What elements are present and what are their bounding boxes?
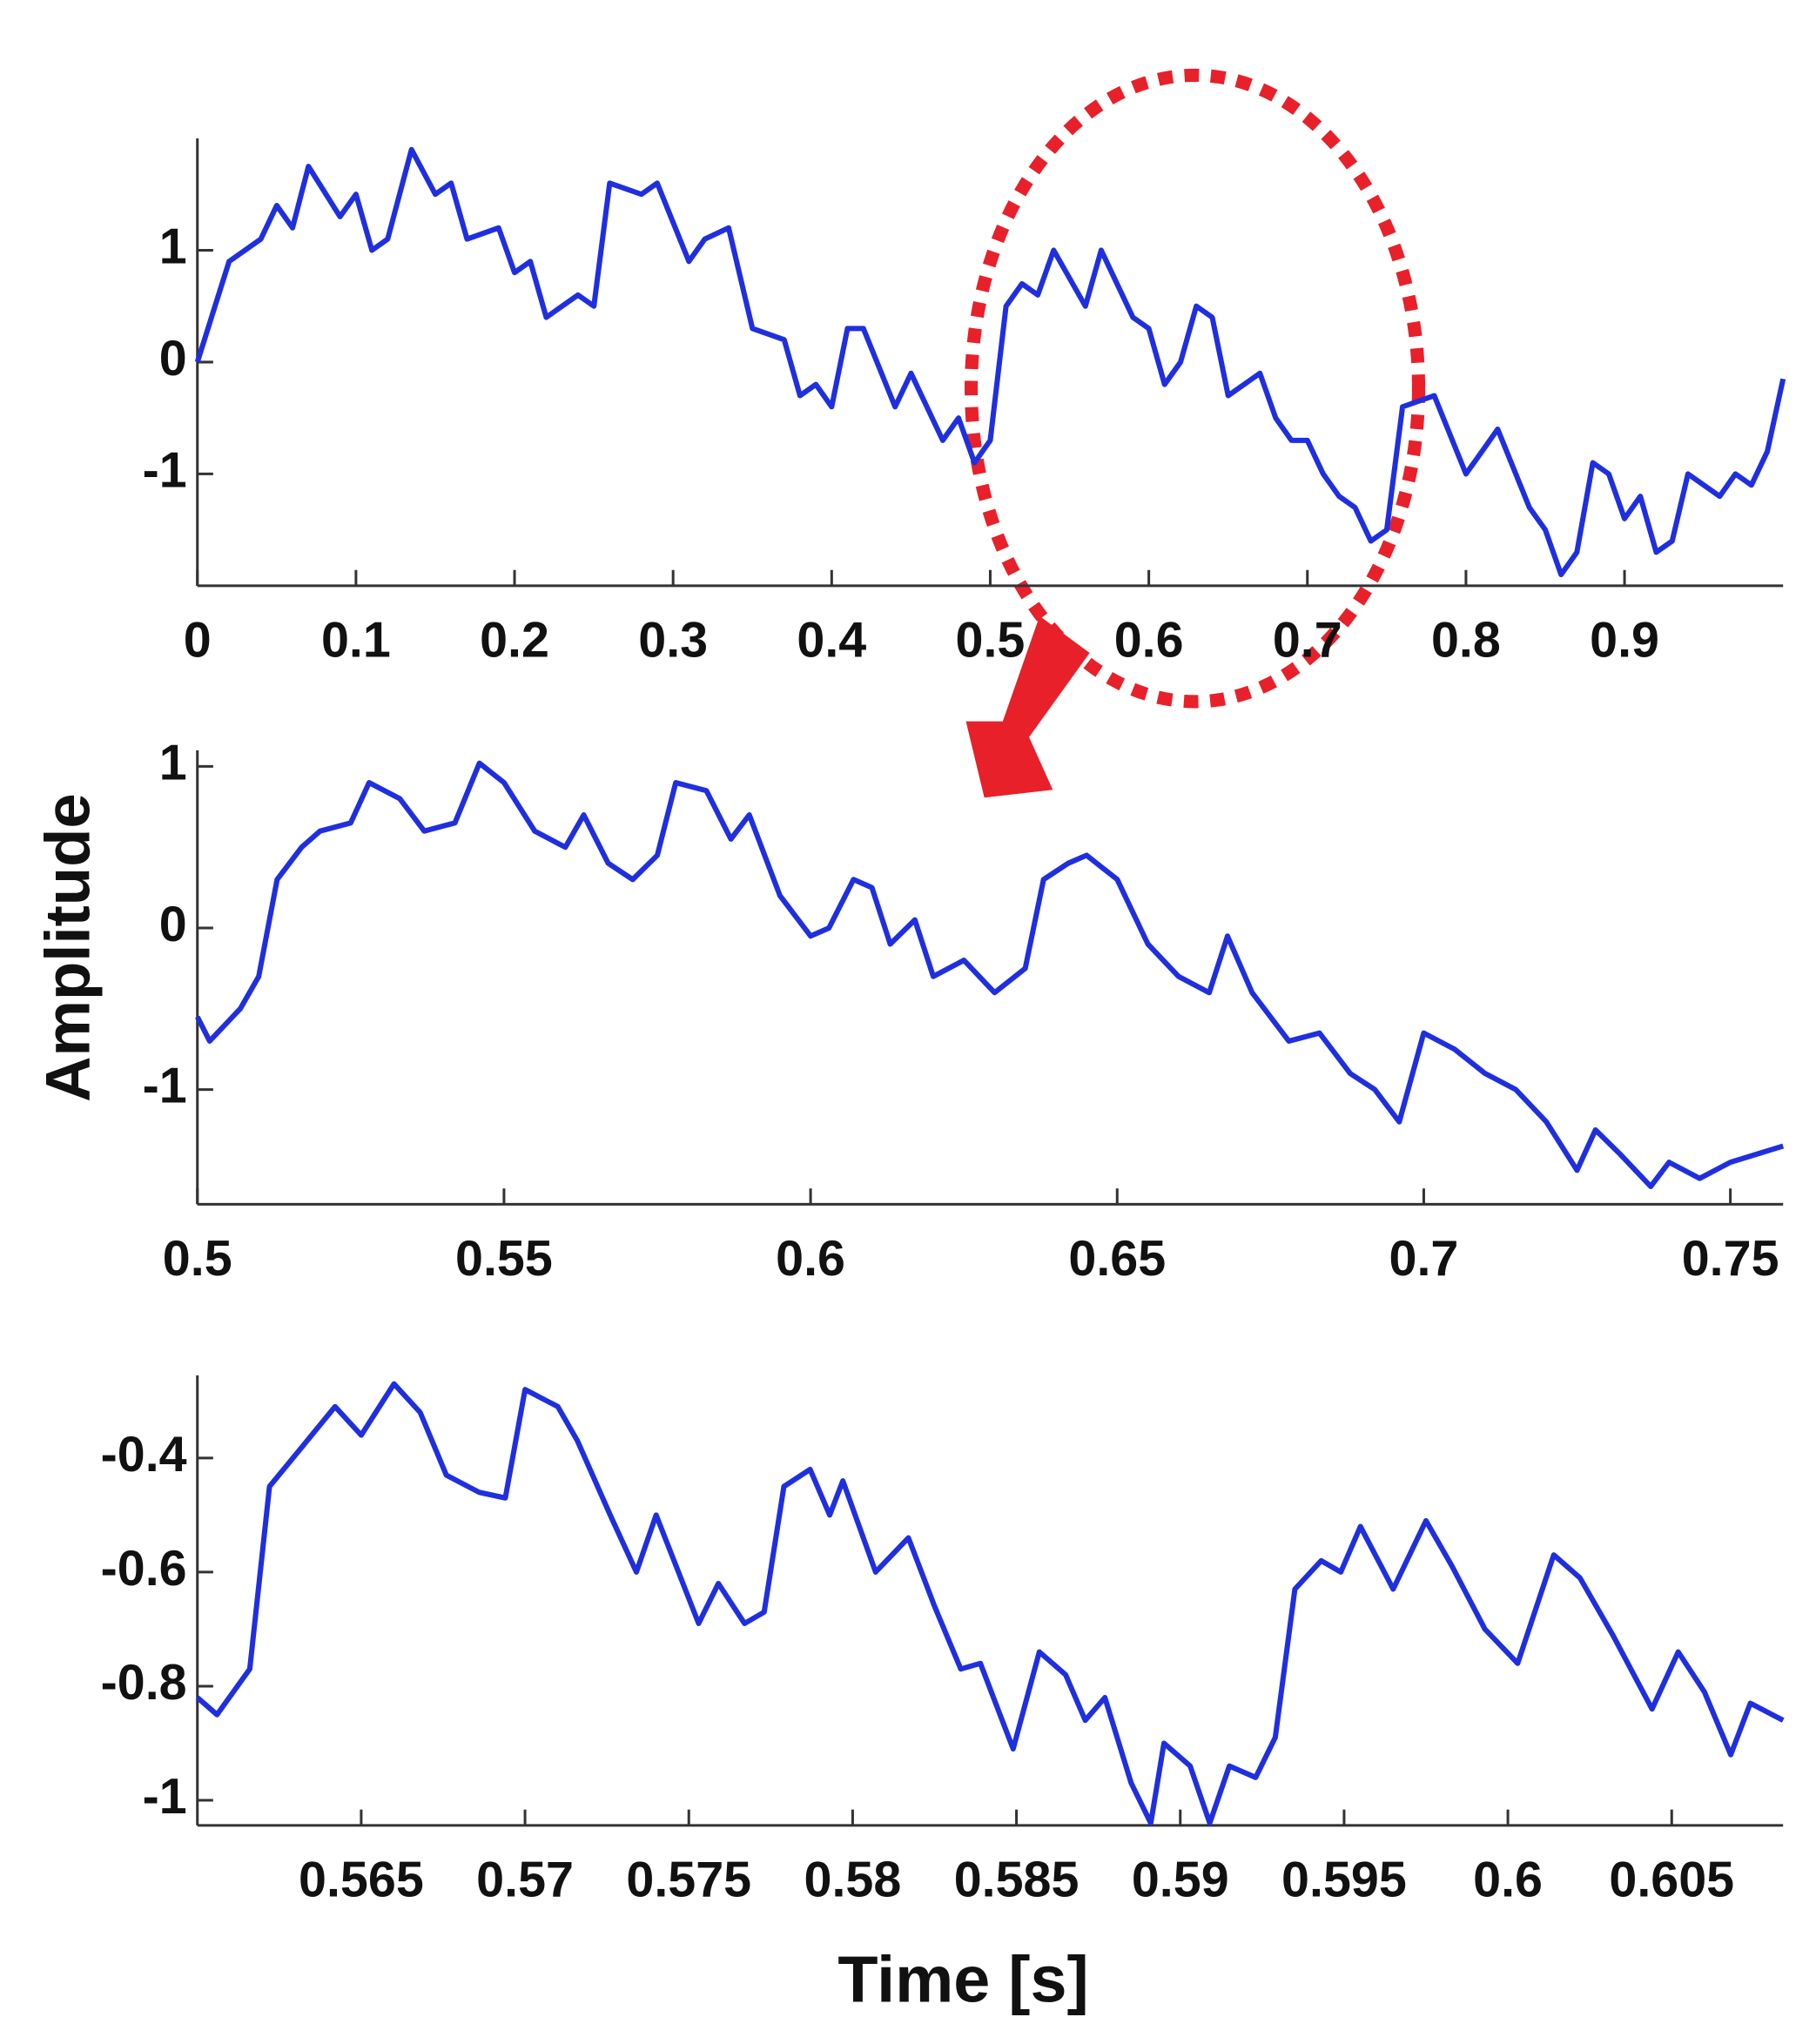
x-tick-label: 0.8 (1431, 613, 1501, 669)
x-tick-label: 0.1 (321, 613, 391, 669)
x-tick-label: 0.57 (476, 1852, 574, 1908)
x-tick-label: 0.5 (956, 613, 1026, 669)
y-tick-label: -1 (143, 443, 187, 499)
x-tick-label: 0.6 (1114, 613, 1184, 669)
signal-line (195, 1381, 1785, 1826)
y-tick-label: -0.4 (101, 1427, 187, 1483)
x-tick-label: 0.55 (455, 1231, 553, 1287)
x-tick-label: 0.75 (1682, 1231, 1779, 1287)
x-tick-label: 0.2 (480, 613, 549, 669)
y-tick-label: 1 (159, 736, 187, 791)
x-tick-label: 0.4 (797, 613, 866, 669)
x-tick-label: 0.7 (1273, 613, 1342, 669)
x-tick-label: 0.585 (954, 1852, 1080, 1908)
x-tick-label: 0.565 (299, 1852, 424, 1908)
x-tick-label: 0 (184, 613, 212, 669)
y-tick-label: 1 (159, 219, 187, 275)
x-tick-label: 0.58 (804, 1852, 902, 1908)
y-tick-label: -0.8 (101, 1655, 187, 1711)
highlight-circle (964, 68, 1426, 709)
signal-line (194, 146, 1786, 578)
x-tick-label: 0.7 (1389, 1231, 1459, 1287)
x-tick-label: 0.6 (1473, 1852, 1543, 1908)
x-tick-label: 0.59 (1132, 1852, 1229, 1908)
y-tick-label: -1 (143, 1769, 187, 1825)
x-tick-label: 0.3 (638, 613, 708, 669)
zoom-arrow (965, 615, 1090, 798)
y-tick-label: 0 (159, 897, 187, 952)
signal-line (195, 760, 1785, 1189)
y-tick-label: -0.6 (101, 1541, 187, 1597)
y-tick-label: -1 (143, 1059, 187, 1114)
x-tick-label: 0.595 (1281, 1852, 1407, 1908)
x-tick-label: 0.6 (776, 1231, 845, 1287)
x-tick-label: 0.65 (1068, 1231, 1166, 1287)
y-tick-label: 0 (159, 331, 187, 387)
x-tick-label: 0.5 (163, 1231, 232, 1287)
x-tick-label: 0.605 (1609, 1852, 1734, 1908)
x-tick-label: 0.575 (626, 1852, 751, 1908)
x-tick-label: 0.9 (1590, 613, 1659, 669)
y-axis-label: Amplitude (32, 793, 103, 1102)
x-axis-label: Time [s] (837, 1944, 1088, 2017)
